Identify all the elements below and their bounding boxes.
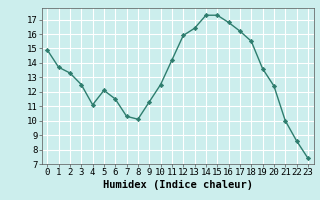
- X-axis label: Humidex (Indice chaleur): Humidex (Indice chaleur): [103, 180, 252, 190]
